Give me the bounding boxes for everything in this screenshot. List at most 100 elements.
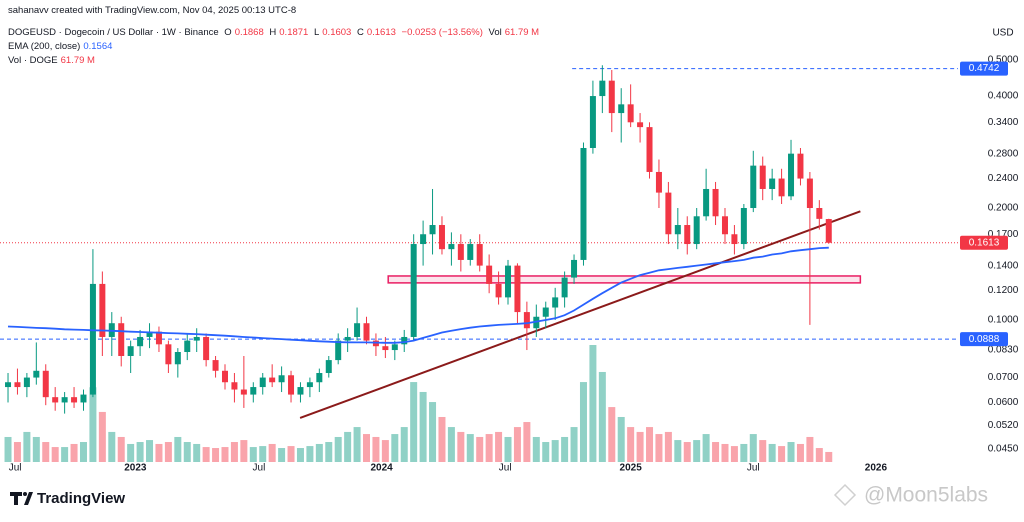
vol-label: Vol <box>488 27 502 38</box>
candle-body <box>137 336 144 347</box>
volume-bar <box>655 434 663 462</box>
candle-body <box>89 283 96 395</box>
candle-body <box>523 312 530 329</box>
volume-bar <box>98 411 106 462</box>
volume-bar <box>278 448 286 462</box>
volume-bar <box>759 440 767 462</box>
watermark: @Moon5labs <box>864 484 988 507</box>
candle-body <box>297 387 304 395</box>
volume-bar <box>334 436 342 462</box>
candle-body <box>608 80 615 114</box>
volume-bar <box>542 442 550 462</box>
volume-bar <box>183 442 191 462</box>
volume-bar <box>693 440 701 462</box>
volume-bar <box>296 448 304 462</box>
x-tick-label: Jul <box>253 463 266 474</box>
candle-body <box>618 104 625 114</box>
volume-bar <box>146 440 154 462</box>
volume-bar <box>287 446 295 462</box>
candle-body <box>599 80 606 97</box>
candle-body <box>420 234 427 245</box>
candle-body <box>401 336 408 345</box>
volume-bar <box>127 443 135 462</box>
volume-bar <box>636 431 644 462</box>
x-tick-label: 2023 <box>124 463 147 474</box>
candle-body <box>467 244 474 260</box>
y-tick-label: 0.1700 <box>988 229 1019 240</box>
candle-body <box>203 336 210 361</box>
volume-bar <box>13 442 21 462</box>
candle-body <box>561 277 568 298</box>
candle-body <box>212 360 219 371</box>
candle-body <box>165 344 172 365</box>
candle-body <box>769 178 776 189</box>
volume-bar <box>749 434 757 462</box>
y-tick-label: 0.5000 <box>988 55 1019 66</box>
candle-body <box>344 336 351 341</box>
y-tick-label: 0.0830 <box>988 345 1019 356</box>
candle-body <box>505 265 512 298</box>
price-badge-label: 0.0888 <box>969 334 1000 345</box>
volume-bar <box>136 442 144 462</box>
y-tick-label: 0.1000 <box>988 315 1019 326</box>
candle-body <box>514 265 521 313</box>
watermark-diamond <box>833 483 857 507</box>
volume-bar <box>89 387 97 462</box>
legend-row: DOGEUSD · Dogecoin / US Dollar · 1W · Bi… <box>8 27 542 38</box>
volume-bar <box>721 443 729 462</box>
watermark-icon <box>833 483 857 507</box>
volume-bar <box>504 436 512 462</box>
y-tick-label: 0.1200 <box>988 285 1019 296</box>
volume-bar <box>674 440 682 462</box>
candle-body <box>486 265 493 284</box>
volume-bar <box>702 434 710 462</box>
candle-body <box>693 216 700 245</box>
volume-bar <box>532 436 540 462</box>
volume-bar <box>315 443 323 462</box>
candle-body <box>193 336 200 341</box>
volume-bar <box>598 371 606 462</box>
volume-bar <box>193 443 201 462</box>
candle-body <box>80 394 87 403</box>
x-tick-label: Jul <box>9 463 22 474</box>
volume-bar <box>344 431 352 462</box>
candle-body <box>231 382 238 390</box>
volume-bar <box>391 434 399 462</box>
brand-logo <box>10 492 33 505</box>
axis-unit: USD <box>992 28 1013 39</box>
volume-bar <box>768 443 776 462</box>
candle-body <box>788 153 795 197</box>
vol-value: 61.79 M <box>504 27 540 38</box>
vol-value: 61.79 M <box>60 55 95 66</box>
candle-body <box>410 244 417 337</box>
y-tick-label: 0.0520 <box>988 420 1019 431</box>
candle-body <box>429 225 436 235</box>
x-tick-label: Jul <box>747 463 760 474</box>
candle-body <box>457 244 464 260</box>
volume-bar <box>485 434 493 462</box>
volume-bar <box>627 427 635 462</box>
volume-bar <box>155 443 163 462</box>
volume-bar <box>23 431 31 462</box>
ohlc-value: 0.1871 <box>279 27 309 38</box>
y-tick-label: 0.0700 <box>988 372 1019 383</box>
candle-body <box>580 147 587 260</box>
ohlc-value: 0.1603 <box>322 27 352 38</box>
candle-body <box>627 104 634 123</box>
symbol: DOGEUSD · Dogecoin / US Dollar · 1W · Bi… <box>8 27 219 38</box>
volume-bar <box>664 431 672 462</box>
candle-body <box>759 165 766 189</box>
volume-bar <box>164 442 172 462</box>
candle-body <box>589 96 596 148</box>
y-tick-label: 0.2400 <box>988 173 1019 184</box>
volume-bar <box>202 447 210 462</box>
candle-body <box>655 171 662 193</box>
volume-bar <box>240 440 248 462</box>
volume-bar <box>476 436 484 462</box>
volume-bar <box>523 422 531 462</box>
volume-bar <box>306 446 314 462</box>
candle-body <box>14 382 21 388</box>
candle-body <box>174 352 181 365</box>
